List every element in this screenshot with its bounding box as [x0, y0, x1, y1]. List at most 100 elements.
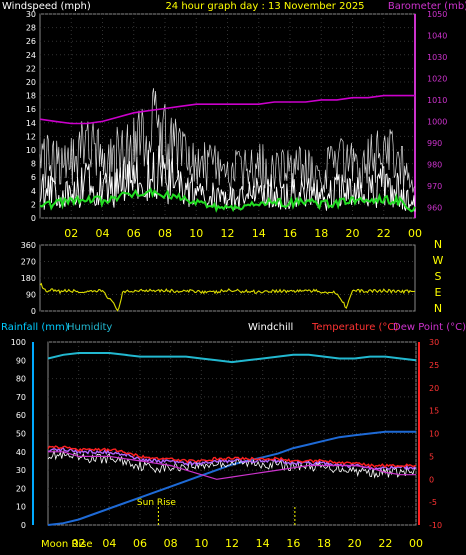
temperature-y-tick-label: 5 — [429, 452, 434, 461]
wind-y-tick-label: 26 — [26, 37, 36, 46]
temperature-y-tick-label: -5 — [429, 498, 437, 507]
compass-label: W — [433, 254, 444, 267]
temperature-y-tick-label: 10 — [429, 430, 439, 439]
humidity-y-tick-label: 30 — [16, 466, 26, 475]
wind-y-tick-label: 12 — [26, 132, 36, 141]
barometer-y-tick-label: 980 — [427, 160, 442, 169]
direction-y-tick-label: 180 — [21, 274, 36, 283]
temperature-y-tick-label: 20 — [429, 384, 439, 393]
wind-x-tick-label: 16 — [283, 227, 297, 240]
humidity-label: Humidity — [67, 322, 112, 333]
rain-x-tick-label: 22 — [378, 537, 392, 550]
wind-y-tick-label: 22 — [26, 64, 36, 73]
direction-y-tick-label: 360 — [21, 241, 36, 250]
dewpoint-label: Dew Point (°C) — [393, 322, 466, 333]
humidity-y-tick-label: 20 — [16, 484, 26, 493]
chart-title: 24 hour graph day : 13 November 2025 — [165, 1, 364, 12]
rain-x-tick-label: 18 — [317, 537, 331, 550]
rain-x-tick-label: 10 — [194, 537, 208, 550]
wind-y-tick-label: 10 — [26, 146, 36, 155]
direction-y-tick-label: 90 — [26, 291, 36, 300]
wind-panel-axes: 0246810121416182022242628309609709809901… — [26, 10, 448, 240]
rain-panel-axes: 0 10 20 30 40 50 60 70 80 90 100 -10 -5 0 5 10 15 20 25 30 0… — [11, 338, 442, 550]
barometer-label: Barometer (mb) — [388, 1, 466, 12]
temperature-line — [47, 445, 417, 469]
temperature-label: Temperature (°C) — [311, 322, 398, 333]
direction-y-tick-label: 270 — [21, 258, 36, 267]
barometer-y-tick-label: 960 — [427, 203, 442, 212]
rain-panel-grid — [48, 341, 417, 526]
wind-x-tick-label: 00 — [408, 227, 422, 240]
rain-x-tick-label: 04 — [102, 537, 116, 550]
temperature-y-tick-label: 15 — [429, 407, 439, 416]
wind-x-tick-label: 06 — [127, 227, 141, 240]
wind-average-line — [39, 187, 416, 213]
barometer-y-tick-label: 970 — [427, 182, 442, 191]
rainfall-line — [47, 430, 416, 526]
wind-y-tick-label: 14 — [26, 119, 36, 128]
barometer-y-tick-label: 1010 — [427, 96, 447, 105]
wind-x-tick-label: 10 — [189, 227, 203, 240]
moon-rise-label: Moon Rise — [41, 539, 92, 550]
wind-y-tick-label: 0 — [31, 214, 36, 223]
wind-panel-background — [39, 13, 416, 219]
rain-x-tick-label: 02 — [72, 537, 86, 550]
humidity-y-tick-label: 90 — [16, 356, 26, 365]
compass-label: S — [435, 270, 442, 283]
humidity-y-tick-label: 60 — [16, 411, 26, 420]
temperature-y-tick-label: -10 — [429, 521, 442, 530]
humidity-y-tick-label: 10 — [16, 503, 26, 512]
wind-x-tick-label: 04 — [96, 227, 110, 240]
wind-gust-line — [39, 88, 416, 194]
wind-y-tick-label: 28 — [26, 24, 36, 33]
wind-x-tick-label: 14 — [252, 227, 266, 240]
compass-label: E — [435, 286, 442, 299]
rainfall-label: Rainfall (mm) — [1, 322, 69, 333]
barometer-y-tick-label: 1050 — [427, 10, 447, 19]
rain-x-tick-label: 14 — [256, 537, 270, 550]
humidity-y-tick-label: 70 — [16, 393, 26, 402]
wind-x-tick-label: 12 — [221, 227, 235, 240]
wind-y-tick-label: 30 — [26, 10, 36, 19]
windspeed-label: Windspeed (mph) — [2, 1, 91, 12]
barometer-y-tick-label: 990 — [427, 139, 442, 148]
wind-y-tick-label: 4 — [31, 187, 36, 196]
wind-direction-line — [39, 282, 416, 312]
wind-y-tick-label: 20 — [26, 78, 36, 87]
wind-x-tick-label: 02 — [64, 227, 78, 240]
temperature-y-tick-label: 30 — [429, 338, 439, 347]
direction-panel-series — [39, 282, 416, 312]
wind-y-tick-label: 2 — [31, 200, 36, 209]
wind-y-tick-label: 8 — [31, 160, 36, 169]
wind-y-tick-label: 6 — [31, 173, 36, 182]
wind-panel-series — [39, 88, 416, 213]
humidity-y-tick-label: 100 — [11, 338, 26, 347]
compass-label: N — [434, 302, 442, 315]
windchill-label: Windchill — [248, 322, 293, 333]
wind-y-tick-label: 16 — [26, 105, 36, 114]
humidity-y-tick-label: 40 — [16, 448, 26, 457]
temperature-y-tick-label: 25 — [429, 361, 439, 370]
rain-x-tick-label: 20 — [348, 537, 362, 550]
direction-panel-grid — [40, 244, 415, 312]
rain-x-tick-label: 00 — [409, 537, 423, 550]
temperature-y-tick-label: 0 — [429, 475, 434, 484]
humidity-y-tick-label: 50 — [16, 430, 26, 439]
barometer-y-tick-label: 1040 — [427, 31, 447, 40]
humidity-y-tick-label: 80 — [16, 375, 26, 384]
sun-rise-label: Sun Rise — [137, 498, 176, 508]
rain-x-tick-label: 16 — [286, 537, 300, 550]
barometer-line — [39, 94, 415, 125]
rain-panel-series — [47, 352, 417, 526]
wind-x-tick-label: 08 — [158, 227, 172, 240]
humidity-y-tick-label: 0 — [21, 521, 26, 530]
temperature-trend-line — [48, 451, 416, 480]
barometer-y-tick-label: 1000 — [427, 117, 447, 126]
wind-x-tick-label: 18 — [314, 227, 328, 240]
rain-x-tick-label: 08 — [164, 537, 178, 550]
rain-x-tick-label: 12 — [225, 537, 239, 550]
rain-x-tick-label: 06 — [133, 537, 147, 550]
direction-y-tick-label: 0 — [31, 307, 36, 316]
humidity-line — [47, 352, 417, 364]
